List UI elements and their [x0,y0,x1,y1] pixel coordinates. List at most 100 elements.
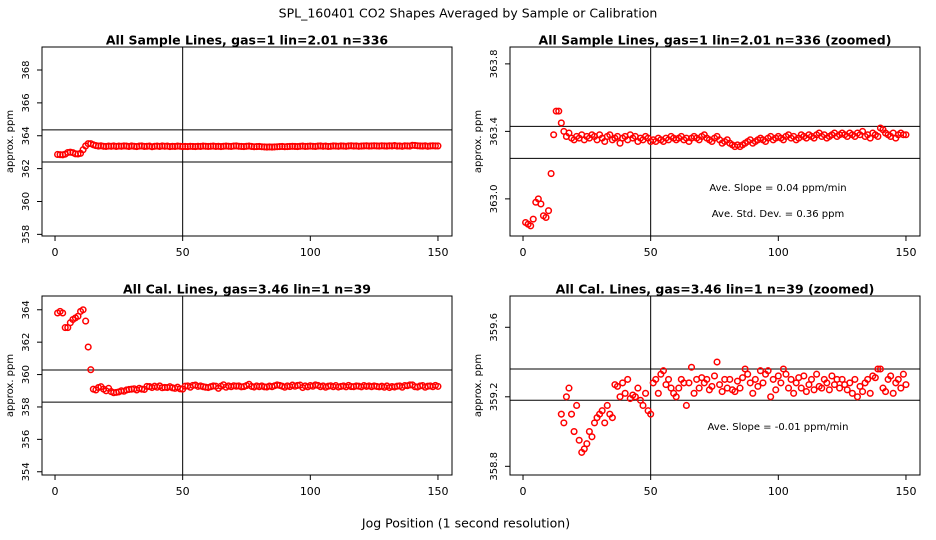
point [899,370,907,378]
point [843,386,851,394]
plot-frame [41,295,453,476]
point [557,119,565,127]
point [731,388,739,396]
point [616,393,624,401]
point [876,365,884,373]
point [608,414,616,422]
x-tick-label: 150 [427,246,448,259]
x-tick-label: 0 [520,246,527,259]
y-tick-label: 368 [21,60,32,79]
point [659,367,667,375]
points [54,306,442,397]
point [562,393,570,401]
point [864,375,872,383]
point [769,375,777,383]
point [583,440,591,448]
point [866,389,874,397]
point [851,375,859,383]
point [138,385,146,393]
plot-frame [509,46,921,237]
point [652,375,660,383]
point [61,324,69,332]
y-tick-label: 360 [21,192,32,211]
point [82,317,90,325]
point [567,410,576,418]
y-axis-label: approx. ppm [5,110,16,173]
point [619,379,627,387]
point [889,389,897,397]
x-axis-label: Jog Position (1 second resolution) [361,516,570,531]
point [759,379,767,387]
point [570,428,578,436]
y-tick-label: 362 [21,333,32,352]
plot-frame [509,295,921,476]
x-tick-label: 150 [895,485,916,498]
point [575,436,583,444]
point [687,363,696,371]
point [588,433,596,441]
point [881,388,890,396]
point [774,372,782,380]
point [726,375,734,383]
y-tick-label: 356 [21,430,32,449]
point [84,343,92,351]
annotation: Ave. Slope = 0.04 ppm/min [709,183,846,194]
point [802,388,810,396]
point [823,379,831,387]
point [874,365,882,373]
point [787,375,795,383]
y-tick-label: 363.8 [489,50,500,79]
x-tick-label: 150 [427,485,448,498]
point [772,386,780,394]
x-tick-label: 150 [895,246,916,259]
point [537,200,545,208]
annotation: Ave. Slope = -0.01 ppm/min [708,422,849,433]
y-tick-label: 364 [21,126,32,145]
point [807,375,816,383]
point [902,131,910,139]
point [825,386,833,394]
point [810,386,818,394]
point [777,379,785,387]
y-tick-label: 363.4 [489,117,500,146]
figure-title: SPL_160401 CO2 Shapes Averaged by Sample… [279,6,658,21]
point [556,203,562,209]
point [902,381,910,389]
point [790,389,798,397]
point [859,388,867,396]
point [434,382,442,390]
point [634,384,642,392]
point [710,372,719,380]
point [848,389,856,397]
point [603,401,611,410]
x-tick-label: 50 [644,485,658,498]
point [542,213,550,221]
point [682,401,690,410]
y-tick-label: 366 [21,93,32,112]
point [756,367,764,375]
point [894,375,902,383]
point [767,393,775,401]
point [749,389,757,397]
y-tick-label: 358 [21,225,32,244]
point [87,366,95,374]
y-tick-label: 359.2 [489,382,500,411]
x-tick-label: 50 [176,485,190,498]
point [527,222,535,230]
x-tick-label: 0 [520,485,527,498]
x-tick-label: 100 [768,246,789,259]
point [846,379,854,387]
point [529,215,537,223]
point [899,131,907,139]
panel-title: All Cal. Lines, gas=3.46 lin=1 n=39 (zoo… [556,282,875,297]
point [782,370,790,378]
point [685,379,693,387]
point [764,367,772,375]
point [547,170,555,178]
point [713,358,721,366]
point [739,374,747,382]
panel-title: All Sample Lines, gas=1 lin=2.01 n=336 (… [539,33,892,48]
panel-title: All Sample Lines, gas=1 lin=2.01 n=336 [106,33,389,48]
